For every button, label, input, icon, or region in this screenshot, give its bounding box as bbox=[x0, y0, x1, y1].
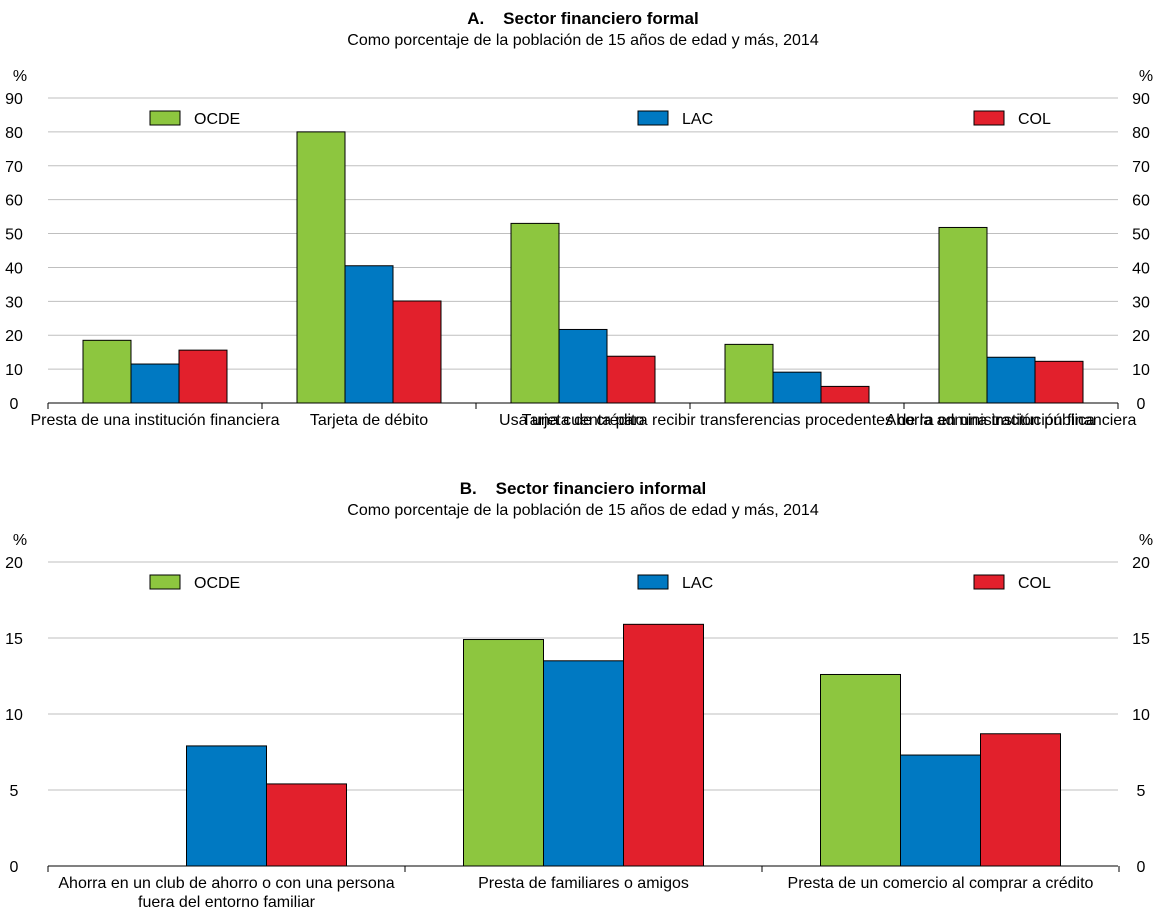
bar-col-1 bbox=[266, 783, 347, 867]
panel-b-informal-sector: B. Sector financiero informal Como porce… bbox=[5, 479, 1153, 911]
x-category-label: Presta de familiares o amigos bbox=[478, 875, 689, 892]
y-tick-label-left: 20 bbox=[5, 328, 23, 345]
y-tick-label-left: 80 bbox=[5, 125, 23, 142]
y-tick-label-left: 90 bbox=[5, 91, 23, 108]
y-tick-label-right: 0 bbox=[1137, 396, 1146, 413]
x-category-label: fuera del entorno familiar bbox=[138, 894, 316, 911]
legend-label-ocde: OCDE bbox=[194, 111, 240, 128]
legend-label-ocde: OCDE bbox=[194, 575, 240, 592]
y-tick-label-left: 15 bbox=[5, 631, 23, 648]
panel-a-y-unit-right: % bbox=[1139, 68, 1153, 85]
panel-b-y-unit-left: % bbox=[13, 532, 27, 549]
y-tick-label-left: 20 bbox=[5, 555, 23, 572]
bar-lac-3 bbox=[558, 328, 608, 404]
legend-swatch-lac bbox=[637, 110, 669, 126]
bar-col-2 bbox=[623, 623, 704, 867]
bar-ocde-3 bbox=[510, 222, 560, 404]
bar-lac-2 bbox=[543, 660, 624, 867]
panel-a-y-unit-left: % bbox=[13, 68, 27, 85]
bar-ocde-1 bbox=[82, 339, 132, 404]
bar-ocde-3 bbox=[820, 673, 901, 867]
x-category-label: Ahorra en una institución financiera bbox=[886, 412, 1137, 429]
bar-col-1 bbox=[178, 349, 228, 404]
y-tick-label-right: 50 bbox=[1132, 227, 1150, 244]
y-tick-label-right: 20 bbox=[1132, 328, 1150, 345]
bar-ocde-2 bbox=[296, 131, 346, 404]
y-tick-label-right: 70 bbox=[1132, 159, 1150, 176]
y-tick-label-left: 50 bbox=[5, 227, 23, 244]
panel-b-y-unit-right: % bbox=[1139, 532, 1153, 549]
y-tick-label-left: 10 bbox=[5, 707, 23, 724]
legend-label-col: COL bbox=[1018, 575, 1051, 592]
panel-a-title: A. Sector financiero formal bbox=[467, 9, 698, 28]
legend-label-col: COL bbox=[1018, 111, 1051, 128]
legend-label-lac: LAC bbox=[682, 111, 713, 128]
panel-b-title: B. Sector financiero informal bbox=[460, 479, 707, 498]
bar-col-4 bbox=[820, 385, 870, 404]
bar-lac-5 bbox=[986, 356, 1036, 404]
bar-ocde-2 bbox=[463, 639, 544, 867]
bar-lac-3 bbox=[900, 754, 981, 867]
y-tick-label-left: 40 bbox=[5, 260, 23, 277]
y-tick-label-left: 0 bbox=[10, 859, 19, 876]
x-category-label: Usa una cuenta para recibir transferenci… bbox=[499, 412, 1095, 429]
bar-ocde-4 bbox=[724, 343, 774, 404]
y-tick-label-left: 70 bbox=[5, 159, 23, 176]
y-tick-label-right: 40 bbox=[1132, 260, 1150, 277]
y-tick-label-right: 80 bbox=[1132, 125, 1150, 142]
y-tick-label-right: 0 bbox=[1137, 859, 1146, 876]
bar-lac-1 bbox=[186, 745, 267, 867]
x-category-label: Ahorra en un club de ahorro o con una pe… bbox=[58, 875, 394, 892]
x-category-label: Presta de un comercio al comprar a crédi… bbox=[788, 875, 1094, 892]
legend-swatch-lac bbox=[637, 574, 669, 590]
y-tick-label-left: 10 bbox=[5, 362, 23, 379]
panel-a-subtitle: Como porcentaje de la población de 15 añ… bbox=[347, 32, 819, 49]
x-category-label: Tarjeta de crédito bbox=[522, 412, 645, 429]
bar-lac-4 bbox=[772, 371, 822, 404]
y-tick-label-right: 60 bbox=[1132, 193, 1150, 210]
bar-col-3 bbox=[606, 355, 656, 404]
x-category-label: Tarjeta de débito bbox=[310, 412, 428, 429]
y-tick-label-right: 10 bbox=[1132, 362, 1150, 379]
y-tick-label-left: 60 bbox=[5, 193, 23, 210]
panel-b-subtitle: Como porcentaje de la población de 15 añ… bbox=[347, 502, 819, 519]
bar-col-3 bbox=[980, 733, 1061, 867]
legend-swatch-ocde bbox=[149, 110, 181, 126]
y-tick-label-right: 10 bbox=[1132, 707, 1150, 724]
bar-ocde-5 bbox=[938, 226, 988, 404]
y-tick-label-left: 30 bbox=[5, 294, 23, 311]
legend-swatch-col bbox=[973, 574, 1005, 590]
y-tick-label-right: 30 bbox=[1132, 294, 1150, 311]
bar-col-5 bbox=[1034, 360, 1084, 404]
bar-col-2 bbox=[392, 300, 442, 404]
legend-swatch-ocde bbox=[149, 574, 181, 590]
y-tick-label-right: 90 bbox=[1132, 91, 1150, 108]
legend-label-lac: LAC bbox=[682, 575, 713, 592]
bar-lac-2 bbox=[344, 265, 394, 404]
panel-a-formal-sector: A. Sector financiero formal Como porcent… bbox=[5, 9, 1153, 429]
legend-swatch-col bbox=[973, 110, 1005, 126]
bar-lac-1 bbox=[130, 363, 180, 404]
y-tick-label-right: 20 bbox=[1132, 555, 1150, 572]
y-tick-label-right: 5 bbox=[1137, 783, 1146, 800]
y-tick-label-left: 5 bbox=[10, 783, 19, 800]
x-category-label: Presta de una institución financiera bbox=[30, 412, 279, 429]
y-tick-label-left: 0 bbox=[10, 396, 19, 413]
y-tick-label-right: 15 bbox=[1132, 631, 1150, 648]
